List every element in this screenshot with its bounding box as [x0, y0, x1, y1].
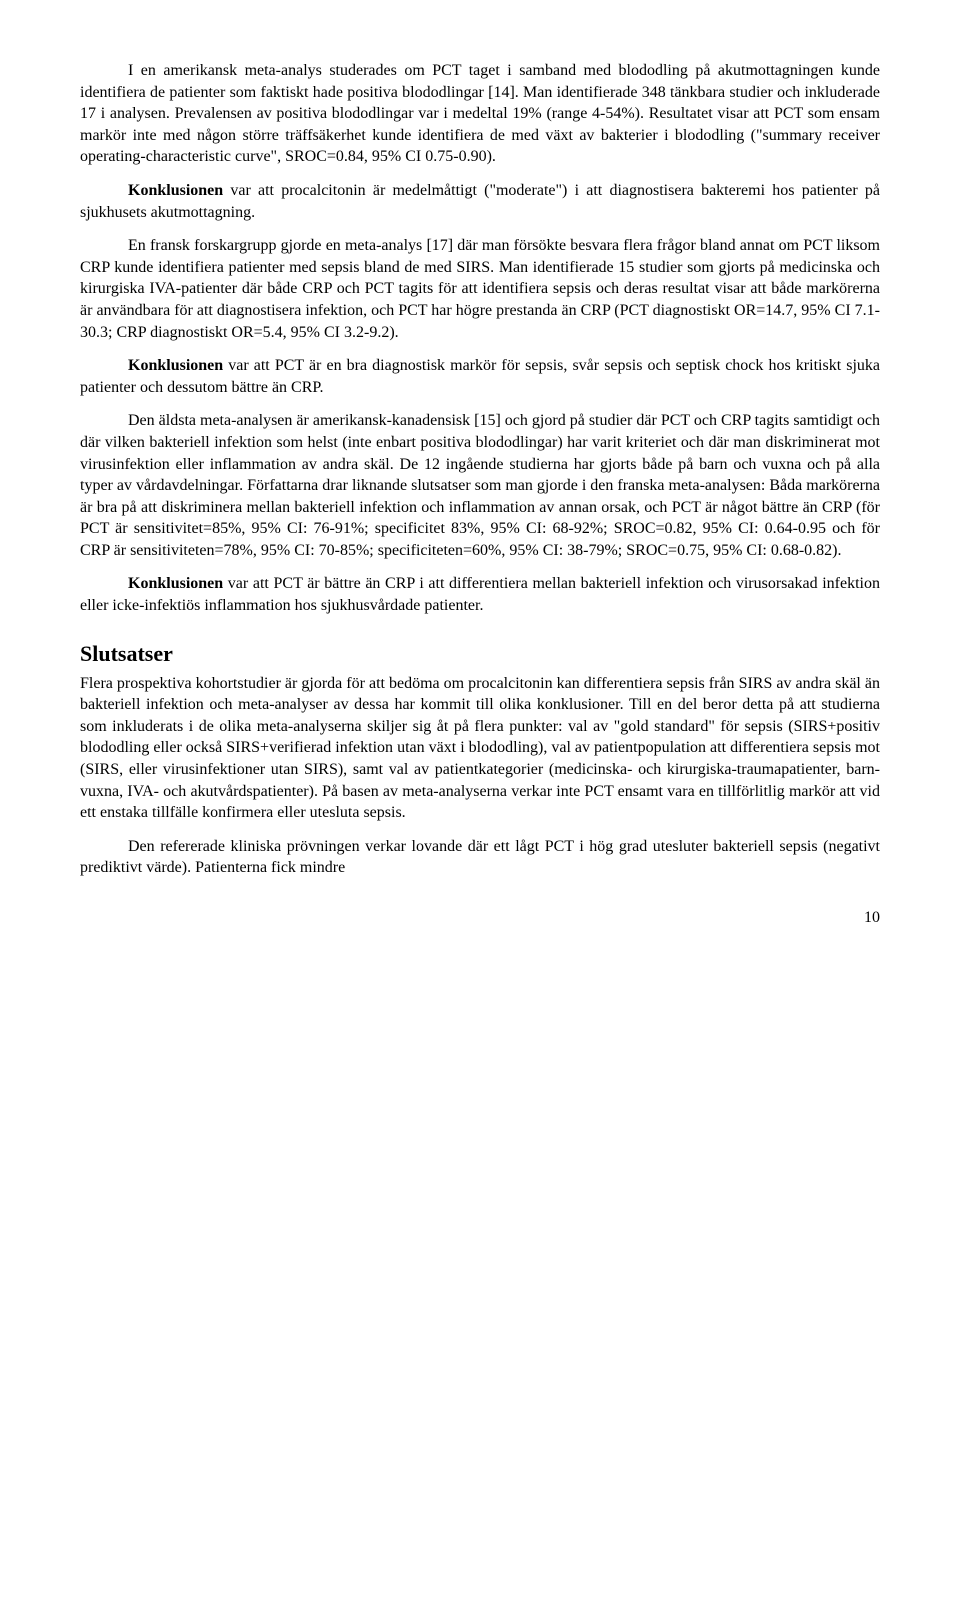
paragraph-6: Konklusionen var att PCT är bättre än CR…: [80, 573, 880, 616]
paragraph-7: Flera prospektiva kohortstudier är gjord…: [80, 673, 880, 824]
page-number: 10: [80, 909, 880, 927]
paragraph-1: I en amerikansk meta-analys studerades o…: [80, 60, 880, 168]
konklusion-label-3: Konklusionen: [128, 575, 223, 592]
paragraph-8: Den refererade kliniska prövningen verka…: [80, 836, 880, 879]
konklusion-label-2: Konklusionen: [128, 357, 223, 374]
paragraph-3: En fransk forskargrupp gjorde en meta-an…: [80, 235, 880, 343]
konklusion-label-1: Konklusionen: [128, 182, 223, 199]
paragraph-5: Den äldsta meta-analysen är amerikansk-k…: [80, 410, 880, 561]
paragraph-2: Konklusionen var att procalcitonin är me…: [80, 180, 880, 223]
section-heading-slutsatser: Slutsatser: [80, 641, 880, 667]
paragraph-4: Konklusionen var att PCT är en bra diagn…: [80, 355, 880, 398]
